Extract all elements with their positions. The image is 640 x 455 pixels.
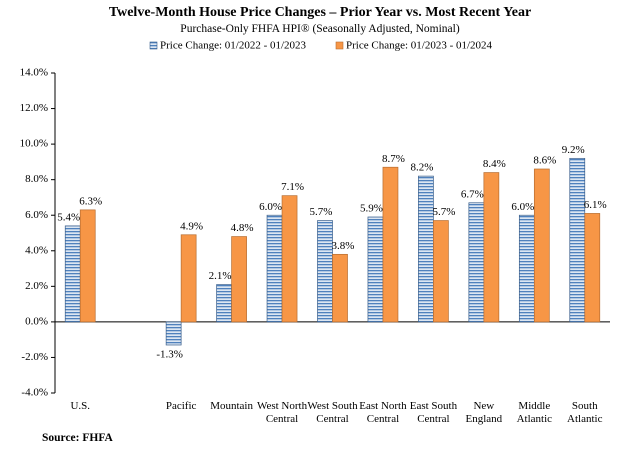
y-tick-label: 10.0% [20,138,48,150]
legend-swatch [149,41,158,50]
value-label: 4.8% [231,222,254,234]
value-label: 8.2% [410,162,433,174]
value-label: 5.7% [310,206,333,218]
value-label: 2.1% [209,270,232,282]
x-tick-label: U.S. [70,400,90,412]
value-label: 8.4% [483,158,506,170]
y-tick-label: 6.0% [25,209,48,221]
value-label: 9.2% [562,144,585,156]
value-label: 6.0% [259,201,282,213]
y-tick-label: 2.0% [25,280,48,292]
bar [79,209,96,323]
bar [281,195,298,323]
bar [518,214,535,323]
value-label: 6.0% [511,201,534,213]
x-tick-label: New England [465,400,503,425]
x-tick-label: West South Central [307,400,358,425]
bar [332,253,348,323]
y-tick-label: 12.0% [20,102,48,114]
value-label: 5.9% [360,203,383,215]
y-tick-label: -2.0% [21,351,48,363]
value-label: -1.3% [156,349,183,361]
y-tick-label: 14.0% [20,67,48,79]
chart-title: Twelve-Month House Price Changes – Prior… [108,5,532,20]
bar [418,175,434,323]
y-tick-label: 8.0% [25,173,48,185]
legend-label: Price Change: 01/2023 - 01/2024 [346,40,493,52]
value-label: 8.6% [533,155,556,167]
bar [433,220,449,323]
bar [569,157,586,323]
x-tick-label: East South Central [409,400,458,425]
bar [382,166,399,323]
bar [584,213,601,323]
bar [165,321,182,346]
value-label: 6.7% [461,188,484,200]
x-tick-label: Pacific [165,400,197,412]
x-tick-label: South Atlantic [567,400,603,425]
value-label: 6.1% [584,199,607,211]
y-tick-label: 0.0% [25,315,48,327]
value-label: 7.1% [281,181,304,193]
bar [266,214,283,323]
y-tick-label: -4.0% [21,387,48,399]
value-label: 4.9% [180,220,203,232]
value-label: 6.3% [79,195,102,207]
bar [64,225,81,323]
chart-subtitle: Purchase-Only FHFA HPI® (Seasonally Adju… [180,23,460,35]
x-tick-label: East North Central [359,400,407,425]
y-tick-label: 4.0% [25,244,48,256]
bar [468,202,485,323]
value-label: 5.4% [57,211,80,223]
bar [483,172,500,323]
bar [180,234,197,323]
legend-label: Price Change: 01/2022 - 01/2023 [160,40,307,52]
legend-swatch [335,41,344,50]
source-note: Source: FHFA [42,432,113,444]
bar [533,168,550,323]
x-tick-label: Mountain [210,400,253,412]
x-tick-label: West North Central [256,400,308,425]
bar [367,216,384,323]
bar [317,220,333,323]
bar [216,284,232,323]
value-label: 5.7% [432,206,455,218]
value-label: 3.8% [332,240,355,252]
x-tick-label: Middle Atlantic [516,400,553,425]
bar [231,236,247,323]
value-label: 8.7% [382,153,405,165]
